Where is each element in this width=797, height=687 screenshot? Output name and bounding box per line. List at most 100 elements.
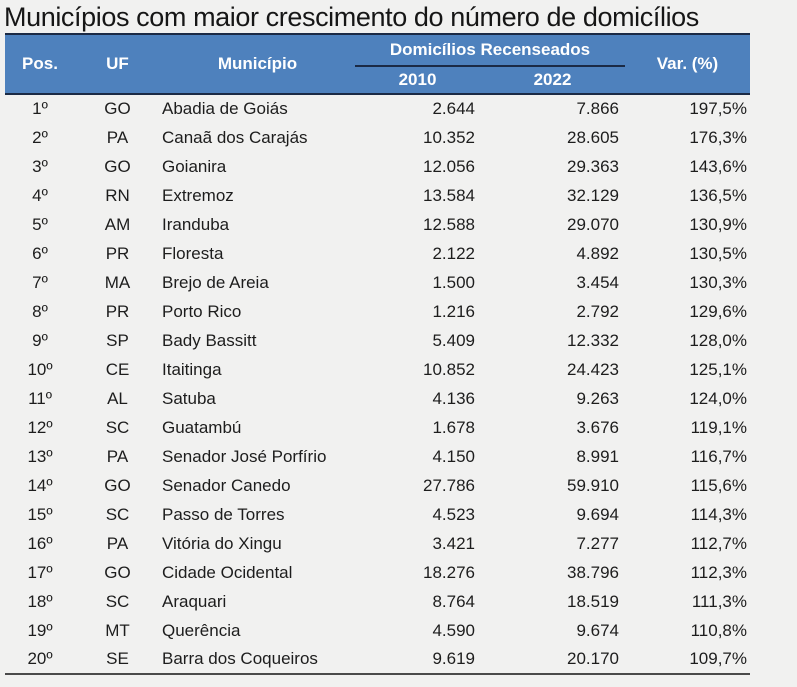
cell-pos: 17º bbox=[5, 558, 75, 587]
cell-2010: 1.500 bbox=[355, 268, 480, 297]
cell-var: 176,3% bbox=[625, 123, 750, 152]
cell-2022: 32.129 bbox=[480, 181, 625, 210]
table-row: 1º GO Abadia de Goiás 2.644 7.866 197,5% bbox=[5, 94, 750, 123]
table-row: 18º SC Araquari 8.764 18.519 111,3% bbox=[5, 587, 750, 616]
municipalities-growth-table: Pos. UF Município Domicílios Recenseados… bbox=[5, 32, 750, 675]
cell-pos: 8º bbox=[5, 297, 75, 326]
cell-municipio: Satuba bbox=[160, 384, 355, 413]
table-row: 10º CE Itaitinga 10.852 24.423 125,1% bbox=[5, 355, 750, 384]
cell-2022: 20.170 bbox=[480, 645, 625, 675]
cell-var: 111,3% bbox=[625, 587, 750, 616]
table-row: 3º GO Goianira 12.056 29.363 143,6% bbox=[5, 152, 750, 181]
cell-2022: 38.796 bbox=[480, 558, 625, 587]
table-row: 13º PA Senador José Porfírio 4.150 8.991 116,… bbox=[5, 442, 750, 471]
table-row: 14º GO Senador Canedo 27.786 59.910 115,6% bbox=[5, 471, 750, 500]
cell-2022: 24.423 bbox=[480, 355, 625, 384]
cell-uf: SC bbox=[75, 413, 160, 442]
cell-municipio: Iranduba bbox=[160, 210, 355, 239]
cell-2022: 4.892 bbox=[480, 239, 625, 268]
cell-var: 110,8% bbox=[625, 616, 750, 645]
cell-uf: PA bbox=[75, 529, 160, 558]
cell-2022: 12.332 bbox=[480, 326, 625, 355]
cell-2010: 27.786 bbox=[355, 471, 480, 500]
cell-2010: 12.056 bbox=[355, 152, 480, 181]
cell-var: 130,3% bbox=[625, 268, 750, 297]
cell-uf: SC bbox=[75, 500, 160, 529]
cell-2010: 4.150 bbox=[355, 442, 480, 471]
col-header-uf: UF bbox=[75, 33, 160, 95]
cell-2010: 12.588 bbox=[355, 210, 480, 239]
cell-2022: 7.866 bbox=[480, 94, 625, 123]
table-row: 12º SC Guatambú 1.678 3.676 119,1% bbox=[5, 413, 750, 442]
cell-2010: 4.590 bbox=[355, 616, 480, 645]
cell-uf: GO bbox=[75, 94, 160, 123]
cell-municipio: Goianira bbox=[160, 152, 355, 181]
cell-var: 112,7% bbox=[625, 529, 750, 558]
cell-var: 128,0% bbox=[625, 326, 750, 355]
cell-var: 115,6% bbox=[625, 471, 750, 500]
cell-pos: 2º bbox=[5, 123, 75, 152]
table-row: 15º SC Passo de Torres 4.523 9.694 114,3% bbox=[5, 500, 750, 529]
cell-2022: 9.674 bbox=[480, 616, 625, 645]
cell-pos: 16º bbox=[5, 529, 75, 558]
col-header-group-domicilios-recenseados: Domicílios Recenseados bbox=[355, 32, 625, 68]
cell-uf: GO bbox=[75, 152, 160, 181]
table-row: 9º SP Bady Bassitt 5.409 12.332 128,0% bbox=[5, 326, 750, 355]
cell-municipio: Itaitinga bbox=[160, 355, 355, 384]
cell-pos: 13º bbox=[5, 442, 75, 471]
cell-pos: 1º bbox=[5, 94, 75, 123]
cell-uf: MT bbox=[75, 616, 160, 645]
cell-var: 143,6% bbox=[625, 152, 750, 181]
cell-2022: 2.792 bbox=[480, 297, 625, 326]
page-title: Municípios com maior crescimento do núme… bbox=[4, 2, 699, 32]
table-row: 4º RN Extremoz 13.584 32.129 136,5% bbox=[5, 181, 750, 210]
cell-uf: GO bbox=[75, 471, 160, 500]
cell-municipio: Extremoz bbox=[160, 181, 355, 210]
table-row: 8º PR Porto Rico 1.216 2.792 129,6% bbox=[5, 297, 750, 326]
cell-municipio: Floresta bbox=[160, 239, 355, 268]
table-row: 6º PR Floresta 2.122 4.892 130,5% bbox=[5, 239, 750, 268]
col-header-2010: 2010 bbox=[355, 66, 480, 95]
table-header: Pos. UF Município Domicílios Recenseados… bbox=[5, 32, 750, 95]
table-row: 5º AM Iranduba 12.588 29.070 130,9% bbox=[5, 210, 750, 239]
cell-2022: 59.910 bbox=[480, 471, 625, 500]
cell-pos: 5º bbox=[5, 210, 75, 239]
cell-2010: 1.216 bbox=[355, 297, 480, 326]
cell-2010: 5.409 bbox=[355, 326, 480, 355]
cell-2022: 18.519 bbox=[480, 587, 625, 616]
cell-pos: 3º bbox=[5, 152, 75, 181]
cell-municipio: Querência bbox=[160, 616, 355, 645]
cell-2010: 2.122 bbox=[355, 239, 480, 268]
cell-2010: 9.619 bbox=[355, 645, 480, 675]
cell-2022: 29.363 bbox=[480, 152, 625, 181]
cell-2022: 29.070 bbox=[480, 210, 625, 239]
cell-pos: 11º bbox=[5, 384, 75, 413]
table-row: 11º AL Satuba 4.136 9.263 124,0% bbox=[5, 384, 750, 413]
cell-uf: SE bbox=[75, 645, 160, 675]
cell-pos: 14º bbox=[5, 471, 75, 500]
table-row: 2º PA Canaã dos Carajás 10.352 28.605 176,3% bbox=[5, 123, 750, 152]
cell-uf: PR bbox=[75, 239, 160, 268]
cell-municipio: Cidade Ocidental bbox=[160, 558, 355, 587]
cell-municipio: Brejo de Areia bbox=[160, 268, 355, 297]
cell-2022: 9.694 bbox=[480, 500, 625, 529]
cell-uf: PA bbox=[75, 442, 160, 471]
cell-pos: 20º bbox=[5, 645, 75, 675]
cell-2022: 8.991 bbox=[480, 442, 625, 471]
cell-pos: 12º bbox=[5, 413, 75, 442]
table-row: 20º SE Barra dos Coqueiros 9.619 20.170 109,7… bbox=[5, 645, 750, 675]
cell-2010: 10.352 bbox=[355, 123, 480, 152]
cell-var: 116,7% bbox=[625, 442, 750, 471]
cell-2022: 3.676 bbox=[480, 413, 625, 442]
cell-uf: GO bbox=[75, 558, 160, 587]
cell-pos: 7º bbox=[5, 268, 75, 297]
cell-2022: 9.263 bbox=[480, 384, 625, 413]
cell-municipio: Passo de Torres bbox=[160, 500, 355, 529]
cell-uf: AL bbox=[75, 384, 160, 413]
cell-municipio: Vitória do Xingu bbox=[160, 529, 355, 558]
cell-var: 197,5% bbox=[625, 94, 750, 123]
cell-uf: CE bbox=[75, 355, 160, 384]
cell-pos: 6º bbox=[5, 239, 75, 268]
cell-uf: RN bbox=[75, 181, 160, 210]
cell-var: 136,5% bbox=[625, 181, 750, 210]
